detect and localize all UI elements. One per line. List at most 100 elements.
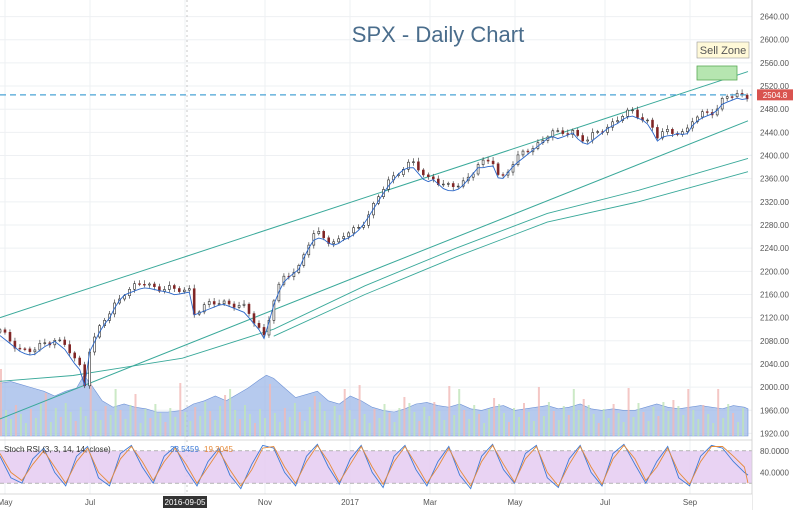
volume-bar: [79, 407, 82, 436]
volume-bar: [59, 417, 62, 436]
candle-body: [222, 300, 226, 305]
volume-bar: [119, 410, 122, 436]
sell-zone-rect: [696, 65, 738, 81]
candle-body: [3, 329, 7, 333]
trend-channel: [0, 71, 749, 420]
candle-body: [661, 131, 664, 139]
candle-body: [402, 169, 405, 175]
volume-bar: [269, 384, 271, 436]
volume-bar: [323, 411, 326, 436]
volume-bar: [503, 413, 505, 436]
volume-bar: [453, 415, 456, 436]
candle-body: [571, 130, 575, 135]
candle-body: [282, 275, 286, 285]
volume-bar: [29, 409, 32, 436]
candle-body: [262, 327, 266, 336]
candle-body: [58, 339, 62, 342]
candle-body: [237, 305, 241, 308]
candle-body: [441, 183, 445, 186]
price-tick-label: 2400.00: [760, 152, 789, 161]
volume-bar: [513, 408, 515, 436]
volume-bar: [44, 393, 47, 436]
candle-body: [257, 322, 261, 328]
price-tick-label: 2280.00: [760, 221, 789, 230]
candle-body: [337, 238, 341, 243]
moving-averages: [0, 157, 749, 382]
candle-body: [566, 133, 570, 135]
candle-body: [33, 349, 37, 353]
price-axis-bg: [752, 0, 800, 510]
volume-bar: [298, 412, 301, 436]
volume-bar: [667, 411, 670, 436]
volume-bar: [358, 385, 361, 436]
candle-body: [138, 283, 141, 285]
candle-body: [133, 283, 136, 290]
volume-bar: [572, 389, 575, 436]
volume-bar: [308, 407, 311, 436]
candle-body: [456, 185, 460, 188]
candle-body: [178, 288, 181, 292]
candle-body: [581, 135, 585, 142]
candle-body: [18, 347, 22, 350]
candle-body: [292, 272, 296, 277]
volume-bar: [169, 408, 172, 436]
candle-body: [153, 283, 156, 288]
short-moving-average: [0, 97, 748, 386]
candle-body: [451, 183, 455, 188]
chart-title: SPX - Daily Chart: [352, 22, 524, 47]
volume-bar: [278, 422, 281, 436]
volume-bar: [54, 408, 57, 436]
volume-bar: [692, 410, 695, 436]
candle-body: [173, 285, 176, 289]
candle-body: [183, 289, 186, 292]
volume-bar: [458, 389, 461, 436]
volume-bar: [642, 412, 645, 436]
volume-bar: [74, 421, 77, 436]
candle-body: [596, 131, 600, 133]
volume-bar: [338, 415, 341, 436]
volume-bar: [592, 414, 595, 436]
candle-body: [735, 93, 739, 98]
candle-body: [327, 237, 331, 244]
candle-body: [591, 132, 595, 141]
volume-bar: [114, 389, 117, 436]
volume-bar: [418, 421, 421, 436]
candle-body: [412, 161, 415, 163]
volume-bar: [423, 407, 426, 436]
candle-body: [636, 109, 639, 118]
volume-bar: [702, 405, 705, 436]
volume-bar: [249, 414, 251, 436]
volume-bar: [373, 409, 376, 436]
volume-bar: [189, 421, 192, 436]
volume-bar: [94, 411, 97, 436]
candle-body: [621, 116, 624, 121]
volume-bar: [742, 408, 745, 436]
volume-bar: [19, 414, 22, 436]
volume-bar: [204, 402, 207, 436]
candle-body: [217, 303, 221, 305]
volume-bar: [493, 398, 496, 436]
candle-body: [332, 241, 336, 244]
volume-bar: [542, 416, 545, 436]
price-tick-label: 2600.00: [760, 36, 789, 45]
volume-bar: [348, 410, 351, 436]
volume-bar: [697, 419, 700, 436]
time-axis-bg: [0, 494, 752, 510]
price-axis: 2640.00 2600.00 2560.00 2520.00 2480.00 2440.…: [751, 0, 800, 510]
volume-bar: [468, 419, 471, 436]
volume-bar: [194, 407, 197, 436]
price-tick-label: 2320.00: [760, 198, 789, 207]
volume-bar: [552, 411, 555, 436]
sell-zone-box: Sell Zone: [696, 41, 750, 81]
candle-body: [367, 214, 370, 226]
candle-body: [148, 283, 151, 286]
time-tick-label: Sep: [683, 498, 698, 507]
volume-bar: [652, 407, 655, 436]
candle-body: [68, 344, 71, 354]
volume-bar: [129, 405, 132, 436]
candle-body: [521, 150, 525, 156]
volume-bar: [627, 388, 630, 436]
price-tick-label: 2000.00: [760, 383, 789, 392]
volume-bar: [214, 420, 217, 436]
